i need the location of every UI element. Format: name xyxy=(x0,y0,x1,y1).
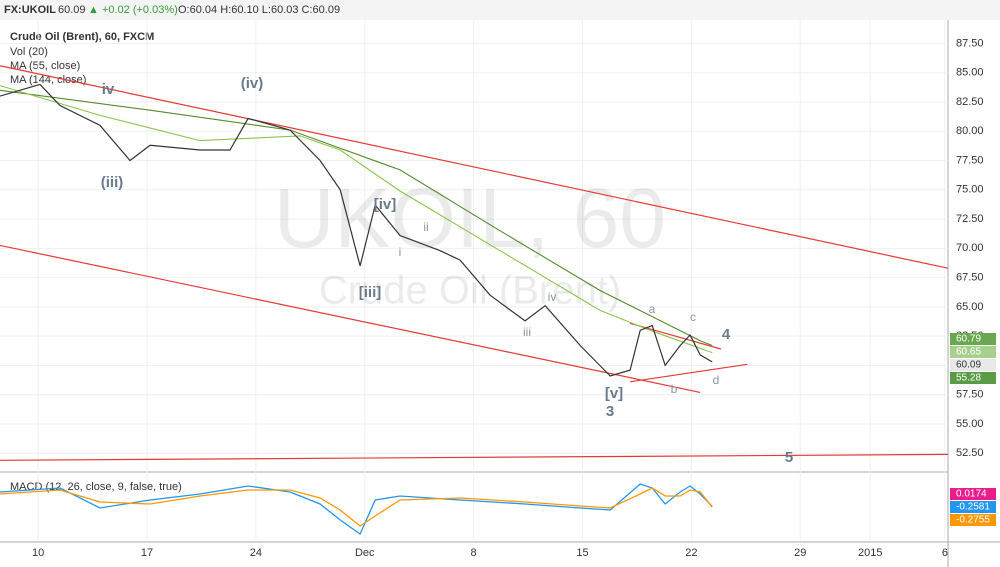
y-tick-label: 55.00 xyxy=(956,418,984,430)
trendline xyxy=(630,363,748,383)
y-tick-label: 57.50 xyxy=(956,389,984,401)
x-tick-label: 6 xyxy=(942,547,948,559)
wave-label: iv xyxy=(548,290,557,304)
y-tick-label: 85.00 xyxy=(956,67,984,79)
y-tick-label: 72.50 xyxy=(956,213,984,225)
series-line xyxy=(0,83,713,377)
macd-line xyxy=(0,483,713,535)
legend-title: Crude Oil (Brent), 60, FXCM xyxy=(10,31,154,43)
x-tick-label: 8 xyxy=(471,547,477,559)
wave-label: d xyxy=(713,373,720,387)
y-tick-label: 67.50 xyxy=(956,272,984,284)
price-tag xyxy=(950,359,996,371)
wave-label: [iii] xyxy=(359,284,382,301)
price-tag xyxy=(950,501,996,513)
trendline xyxy=(629,322,722,350)
price-tag-label: 55.28 xyxy=(956,373,981,384)
x-tick-label: 15 xyxy=(576,547,588,559)
legend-ma55: MA (55, close) xyxy=(10,60,80,72)
series-line xyxy=(0,85,713,354)
series-line xyxy=(0,89,713,347)
x-tick-label: 24 xyxy=(250,547,262,559)
price-tag xyxy=(950,488,996,500)
wave-label: (iii) xyxy=(101,174,124,191)
price-tag-label: -0.2755 xyxy=(956,515,990,526)
price-tag-label: 60.65 xyxy=(956,347,981,358)
x-tick-label: 2015 xyxy=(858,547,882,559)
ohlc: O:60.04 H:60.10 L:60.03 C:60.09 xyxy=(178,4,340,16)
header-bar xyxy=(0,0,1000,20)
change: ▲ +0.02 (+0.03%) xyxy=(88,4,178,16)
wave-label: 4 xyxy=(722,326,731,343)
wave-label: i xyxy=(399,245,402,259)
wave-label: (iv) xyxy=(241,75,264,92)
price-tag xyxy=(950,333,996,345)
wave-label: iv xyxy=(102,81,115,98)
y-tick-label: 75.00 xyxy=(956,184,984,196)
trendline xyxy=(0,65,949,269)
macd-line xyxy=(0,487,713,527)
wave-label: ii xyxy=(423,220,428,234)
wave-label: a xyxy=(649,302,656,316)
trendline xyxy=(0,244,701,393)
y-tick-label: 70.00 xyxy=(956,242,984,254)
price-tag-label: 0.0174 xyxy=(956,489,987,500)
x-tick-label: 10 xyxy=(32,547,44,559)
price-tag-label: -0.2581 xyxy=(956,502,990,513)
wave-label: [iv] xyxy=(374,196,397,213)
watermark-symbol: UKOIL, 60 xyxy=(274,171,666,265)
x-tick-label: 17 xyxy=(141,547,153,559)
wave-label: c xyxy=(690,310,696,324)
price-tag-label: 60.79 xyxy=(956,334,981,345)
y-tick-label: 87.50 xyxy=(956,37,984,49)
last-price: 60.09 xyxy=(58,4,86,16)
watermark-name: Crude Oil (Brent) xyxy=(319,269,621,313)
price-tag xyxy=(950,372,996,384)
x-tick-label: Dec xyxy=(355,547,375,559)
wave-label: [v] xyxy=(605,385,623,402)
y-tick-label: 77.50 xyxy=(956,154,984,166)
legend-vol: Vol (20) xyxy=(10,46,48,58)
wave-label: iii xyxy=(523,325,531,339)
wave-label: b xyxy=(671,382,678,396)
y-tick-label: 65.00 xyxy=(956,301,984,313)
y-tick-label: 82.50 xyxy=(956,96,984,108)
y-tick-label: 52.50 xyxy=(956,447,984,459)
price-tag xyxy=(950,514,996,526)
wave-label: 5 xyxy=(785,449,793,466)
y-tick-label: 80.00 xyxy=(956,125,984,137)
x-tick-label: 22 xyxy=(685,547,697,559)
trendline xyxy=(0,453,949,461)
legend-ma144: MA (144, close) xyxy=(10,74,86,86)
wave-label: 3 xyxy=(606,403,614,420)
price-tag-label: 60.09 xyxy=(956,360,981,371)
symbol: FX:UKOIL xyxy=(4,4,56,16)
x-tick-label: 29 xyxy=(794,547,806,559)
price-tag xyxy=(950,346,996,358)
